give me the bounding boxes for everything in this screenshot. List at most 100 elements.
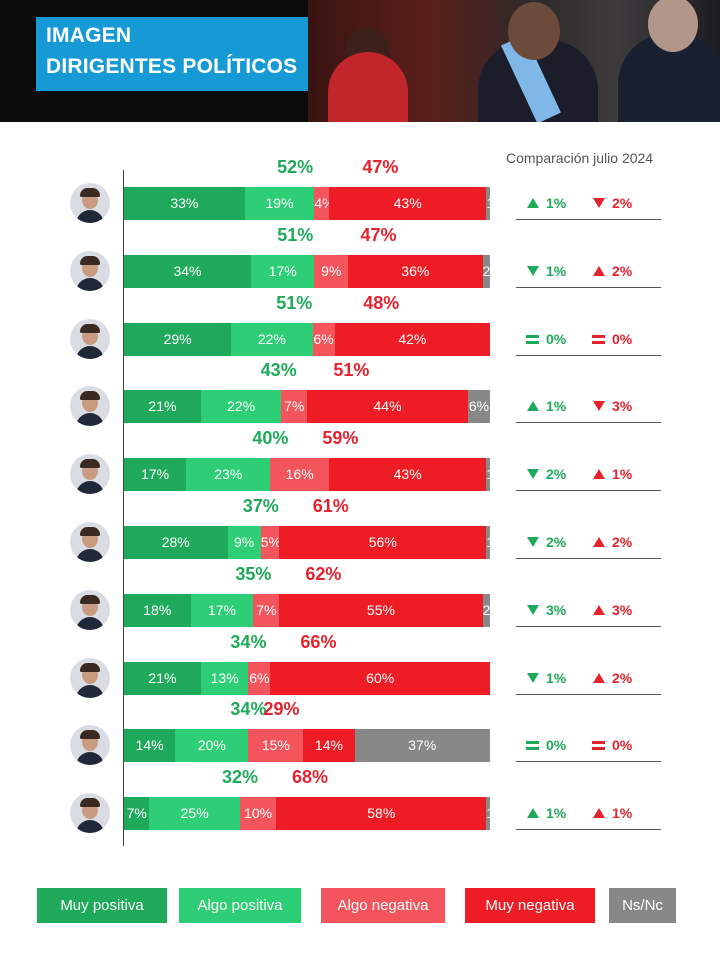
avatar-suit — [76, 210, 104, 223]
equal-icon — [592, 741, 605, 750]
stacked-bar: 21%13%6%60%0% — [124, 662, 496, 695]
triangle-up-icon — [593, 469, 605, 479]
avatar — [70, 522, 110, 562]
bar-segment: 21% — [124, 662, 201, 695]
title-box: IMAGEN DIRIGENTES POLÍTICOS — [36, 17, 308, 91]
comparison-change: 0% 0% — [516, 325, 661, 356]
avatar-hair — [80, 188, 100, 197]
comparison-change: 2% 1% — [516, 460, 661, 491]
stacked-bar: 34%17%9%36%2% — [124, 255, 490, 288]
triangle-down-icon — [527, 266, 539, 276]
avatar — [70, 319, 110, 359]
positive-change: 0% — [526, 331, 566, 347]
negative-change: 2% — [592, 534, 632, 550]
bar-segment: 22% — [231, 323, 313, 356]
avatar — [70, 793, 110, 833]
comparison-value: 1% — [612, 805, 633, 821]
comparison-value: 0% — [612, 331, 633, 347]
bar-segment: 19% — [244, 187, 315, 220]
positive-total-label: 51% — [277, 225, 314, 245]
triangle-up-icon — [593, 605, 605, 615]
bar-segment: 20% — [175, 729, 249, 762]
bar-segment: 43% — [328, 458, 487, 491]
comparison-value: 1% — [546, 398, 567, 414]
bar-segment: 36% — [348, 255, 483, 288]
bar-segment: 2% — [482, 255, 490, 288]
positive-total-label: 43% — [260, 360, 297, 380]
avatar — [70, 658, 110, 698]
comparison-value: 1% — [546, 263, 567, 279]
photo-figure — [508, 2, 560, 60]
bar-segment: 7% — [253, 594, 280, 627]
bar-segment: 1% — [486, 797, 490, 830]
negative-total-label: 62% — [305, 564, 342, 584]
bar-segment: 4% — [314, 187, 329, 220]
comparison-change: 2% 2% — [516, 528, 661, 559]
bar-segment: 5% — [260, 526, 280, 559]
avatar-suit — [76, 481, 104, 494]
avatar — [70, 725, 110, 765]
comparison-value: 0% — [612, 737, 633, 753]
bar-segment: 56% — [279, 526, 487, 559]
triangle-down-icon — [593, 198, 605, 208]
stacked-bar: 7%25%10%58%1% — [124, 797, 490, 830]
stacked-bar: 14% 20% 15% 14% 37% — [124, 729, 490, 762]
bar-segment: 17% — [124, 458, 187, 491]
bar-segment: 58% — [276, 797, 487, 830]
positive-total-label: 40% — [252, 428, 289, 448]
positive-change: 1% — [526, 263, 566, 279]
positive-change: 1% — [526, 398, 566, 414]
bar-segment: 9% — [314, 255, 349, 288]
title-line-1: IMAGEN — [46, 24, 132, 47]
negative-change: 3% — [592, 602, 632, 618]
bar-segment: 21% — [124, 390, 201, 423]
positive-total-label: 51% — [276, 293, 313, 313]
avatar-suit — [76, 820, 104, 833]
comparison-value: 2% — [546, 466, 567, 482]
triangle-down-icon — [527, 673, 539, 683]
comparison-value: 1% — [546, 805, 567, 821]
negative-total-label: 29% — [263, 699, 300, 719]
triangle-down-icon — [527, 605, 539, 615]
positive-change: 2% — [526, 534, 566, 550]
positive-total-label: 34% — [230, 699, 267, 719]
bar-segment: 13% — [200, 662, 249, 695]
avatar — [70, 454, 110, 494]
avatar-hair — [80, 730, 100, 739]
bar-segment: 16% — [270, 458, 329, 491]
bar-segment: 6% — [468, 390, 490, 423]
negative-total-label: 48% — [363, 293, 400, 313]
equal-icon — [592, 335, 605, 344]
comparison-change: 1% 2% — [516, 664, 661, 695]
comparison-label: Comparación julio 2024 — [506, 150, 654, 166]
stacked-bar: 29%22%6%42%0% — [124, 323, 496, 356]
avatar-hair — [80, 595, 100, 604]
triangle-up-icon — [593, 808, 605, 818]
bar-segment: 33% — [124, 187, 245, 220]
avatar-hair — [80, 459, 100, 468]
comparison-value: 1% — [546, 195, 567, 211]
bar-segment: 18% — [124, 594, 191, 627]
bar-segment: 2% — [482, 594, 490, 627]
comparison-value: 0% — [546, 331, 567, 347]
comparison-value: 2% — [546, 534, 567, 550]
bar-segment: 28% — [124, 526, 228, 559]
negative-total-label: 61% — [312, 496, 349, 516]
avatar-suit — [76, 549, 104, 562]
comparison-change: 1% 2% — [516, 257, 661, 288]
comparison-value: 1% — [546, 670, 567, 686]
bar-segment: 43% — [328, 187, 487, 220]
comparison-change: 1% 3% — [516, 392, 661, 423]
comparison-change: 0% 0% — [516, 731, 661, 762]
legend-item: Muy positiva — [37, 888, 167, 923]
negative-total-label: 47% — [362, 157, 399, 177]
stacked-bar: 18%17%7%55%2% — [124, 594, 490, 627]
comparison-change: 3% 3% — [516, 596, 661, 627]
triangle-up-icon — [593, 673, 605, 683]
bar-segment: 17% — [190, 594, 254, 627]
positive-total-label: 34% — [230, 632, 267, 652]
avatar-hair — [80, 798, 100, 807]
legend-item: Ns/Nc — [609, 888, 676, 923]
comparison-change: 1% 1% — [516, 799, 661, 830]
bar-segment: 6% — [312, 323, 335, 356]
